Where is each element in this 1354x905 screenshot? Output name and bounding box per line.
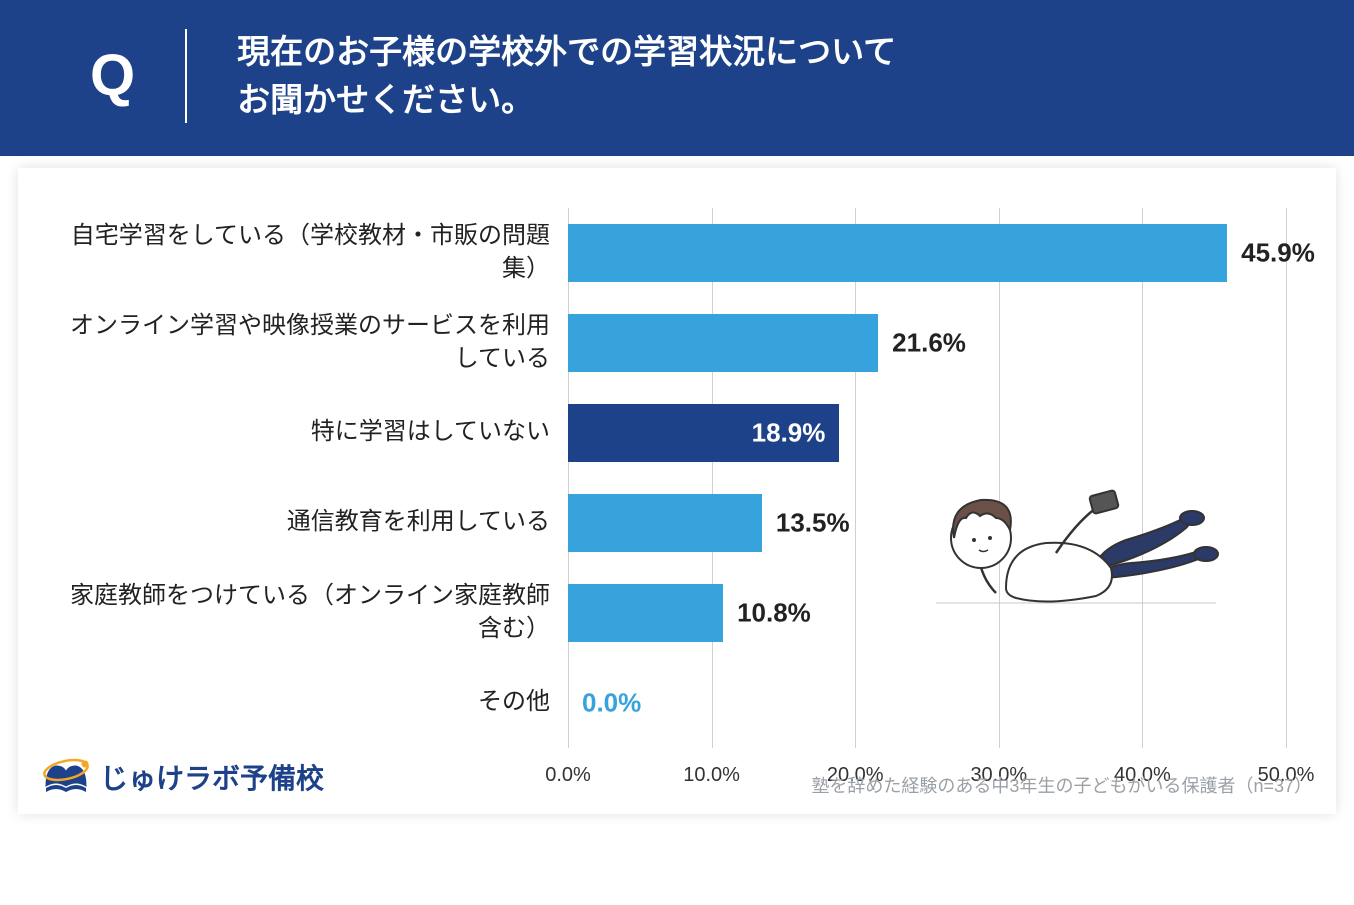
- bar: 21.6%: [568, 314, 878, 372]
- category-label: 通信教育を利用している: [58, 478, 568, 568]
- bar-row: 13.5%: [568, 478, 1286, 568]
- bar: 18.9%: [568, 404, 839, 462]
- bar-value-label: 45.9%: [1241, 237, 1315, 268]
- category-label: 特に学習はしていない: [58, 388, 568, 478]
- category-label: 家庭教師をつけている（オンライン家庭教師含む）: [58, 568, 568, 658]
- bar-row: 21.6%: [568, 298, 1286, 388]
- title-line-2: お聞かせください。: [237, 81, 534, 118]
- question-title: 現在のお子様の学校外での学習状況について お聞かせください。: [237, 28, 896, 124]
- chart-panel: 自宅学習をしている（学校教材・市販の問題集）オンライン学習や映像授業のサービスを…: [18, 168, 1336, 814]
- panel-footer: じゅけラボ予備校 塾を辞めた経験のある中3年生の子どもがいる保護者（n=37）: [42, 756, 1312, 798]
- book-icon: [42, 756, 90, 798]
- bar-value-label: 18.9%: [752, 417, 826, 448]
- bar-value-label: 21.6%: [892, 327, 966, 358]
- bar-value-label: 10.8%: [737, 597, 811, 628]
- plot-area: 45.9% 21.6% 18.9% 13.5% 10.8% 0.0%: [568, 208, 1286, 748]
- sample-footnote: 塾を辞めた経験のある中3年生の子どもがいる保護者（n=37）: [811, 772, 1312, 798]
- bar-value-label: 0.0%: [582, 687, 641, 718]
- bar: 13.5%: [568, 494, 762, 552]
- category-label: 自宅学習をしている（学校教材・市販の問題集）: [58, 208, 568, 298]
- title-line-1: 現在のお子様の学校外での学習状況について: [237, 33, 896, 70]
- question-header: Q 現在のお子様の学校外での学習状況について お聞かせください。: [0, 0, 1354, 156]
- gridline: [1286, 208, 1287, 748]
- bar: 10.8%: [568, 584, 723, 642]
- brand-name: じゅけラボ予備校: [100, 757, 324, 797]
- bar-value-label: 13.5%: [776, 507, 850, 538]
- bar: 45.9%: [568, 224, 1227, 282]
- brand-logo: じゅけラボ予備校: [42, 756, 324, 798]
- header-divider: [185, 29, 187, 123]
- q-mark: Q: [90, 47, 135, 105]
- bar-row: 45.9%: [568, 208, 1286, 298]
- bars-container: 45.9% 21.6% 18.9% 13.5% 10.8% 0.0%: [568, 208, 1286, 748]
- category-label: その他: [58, 658, 568, 748]
- category-label: オンライン学習や映像授業のサービスを利用している: [58, 298, 568, 388]
- bar-row: 0.0%: [568, 658, 1286, 748]
- bar-row: 18.9%: [568, 388, 1286, 478]
- bar-row: 10.8%: [568, 568, 1286, 658]
- y-axis-labels: 自宅学習をしている（学校教材・市販の問題集）オンライン学習や映像授業のサービスを…: [58, 208, 568, 748]
- chart-area: 自宅学習をしている（学校教材・市販の問題集）オンライン学習や映像授業のサービスを…: [58, 208, 1286, 748]
